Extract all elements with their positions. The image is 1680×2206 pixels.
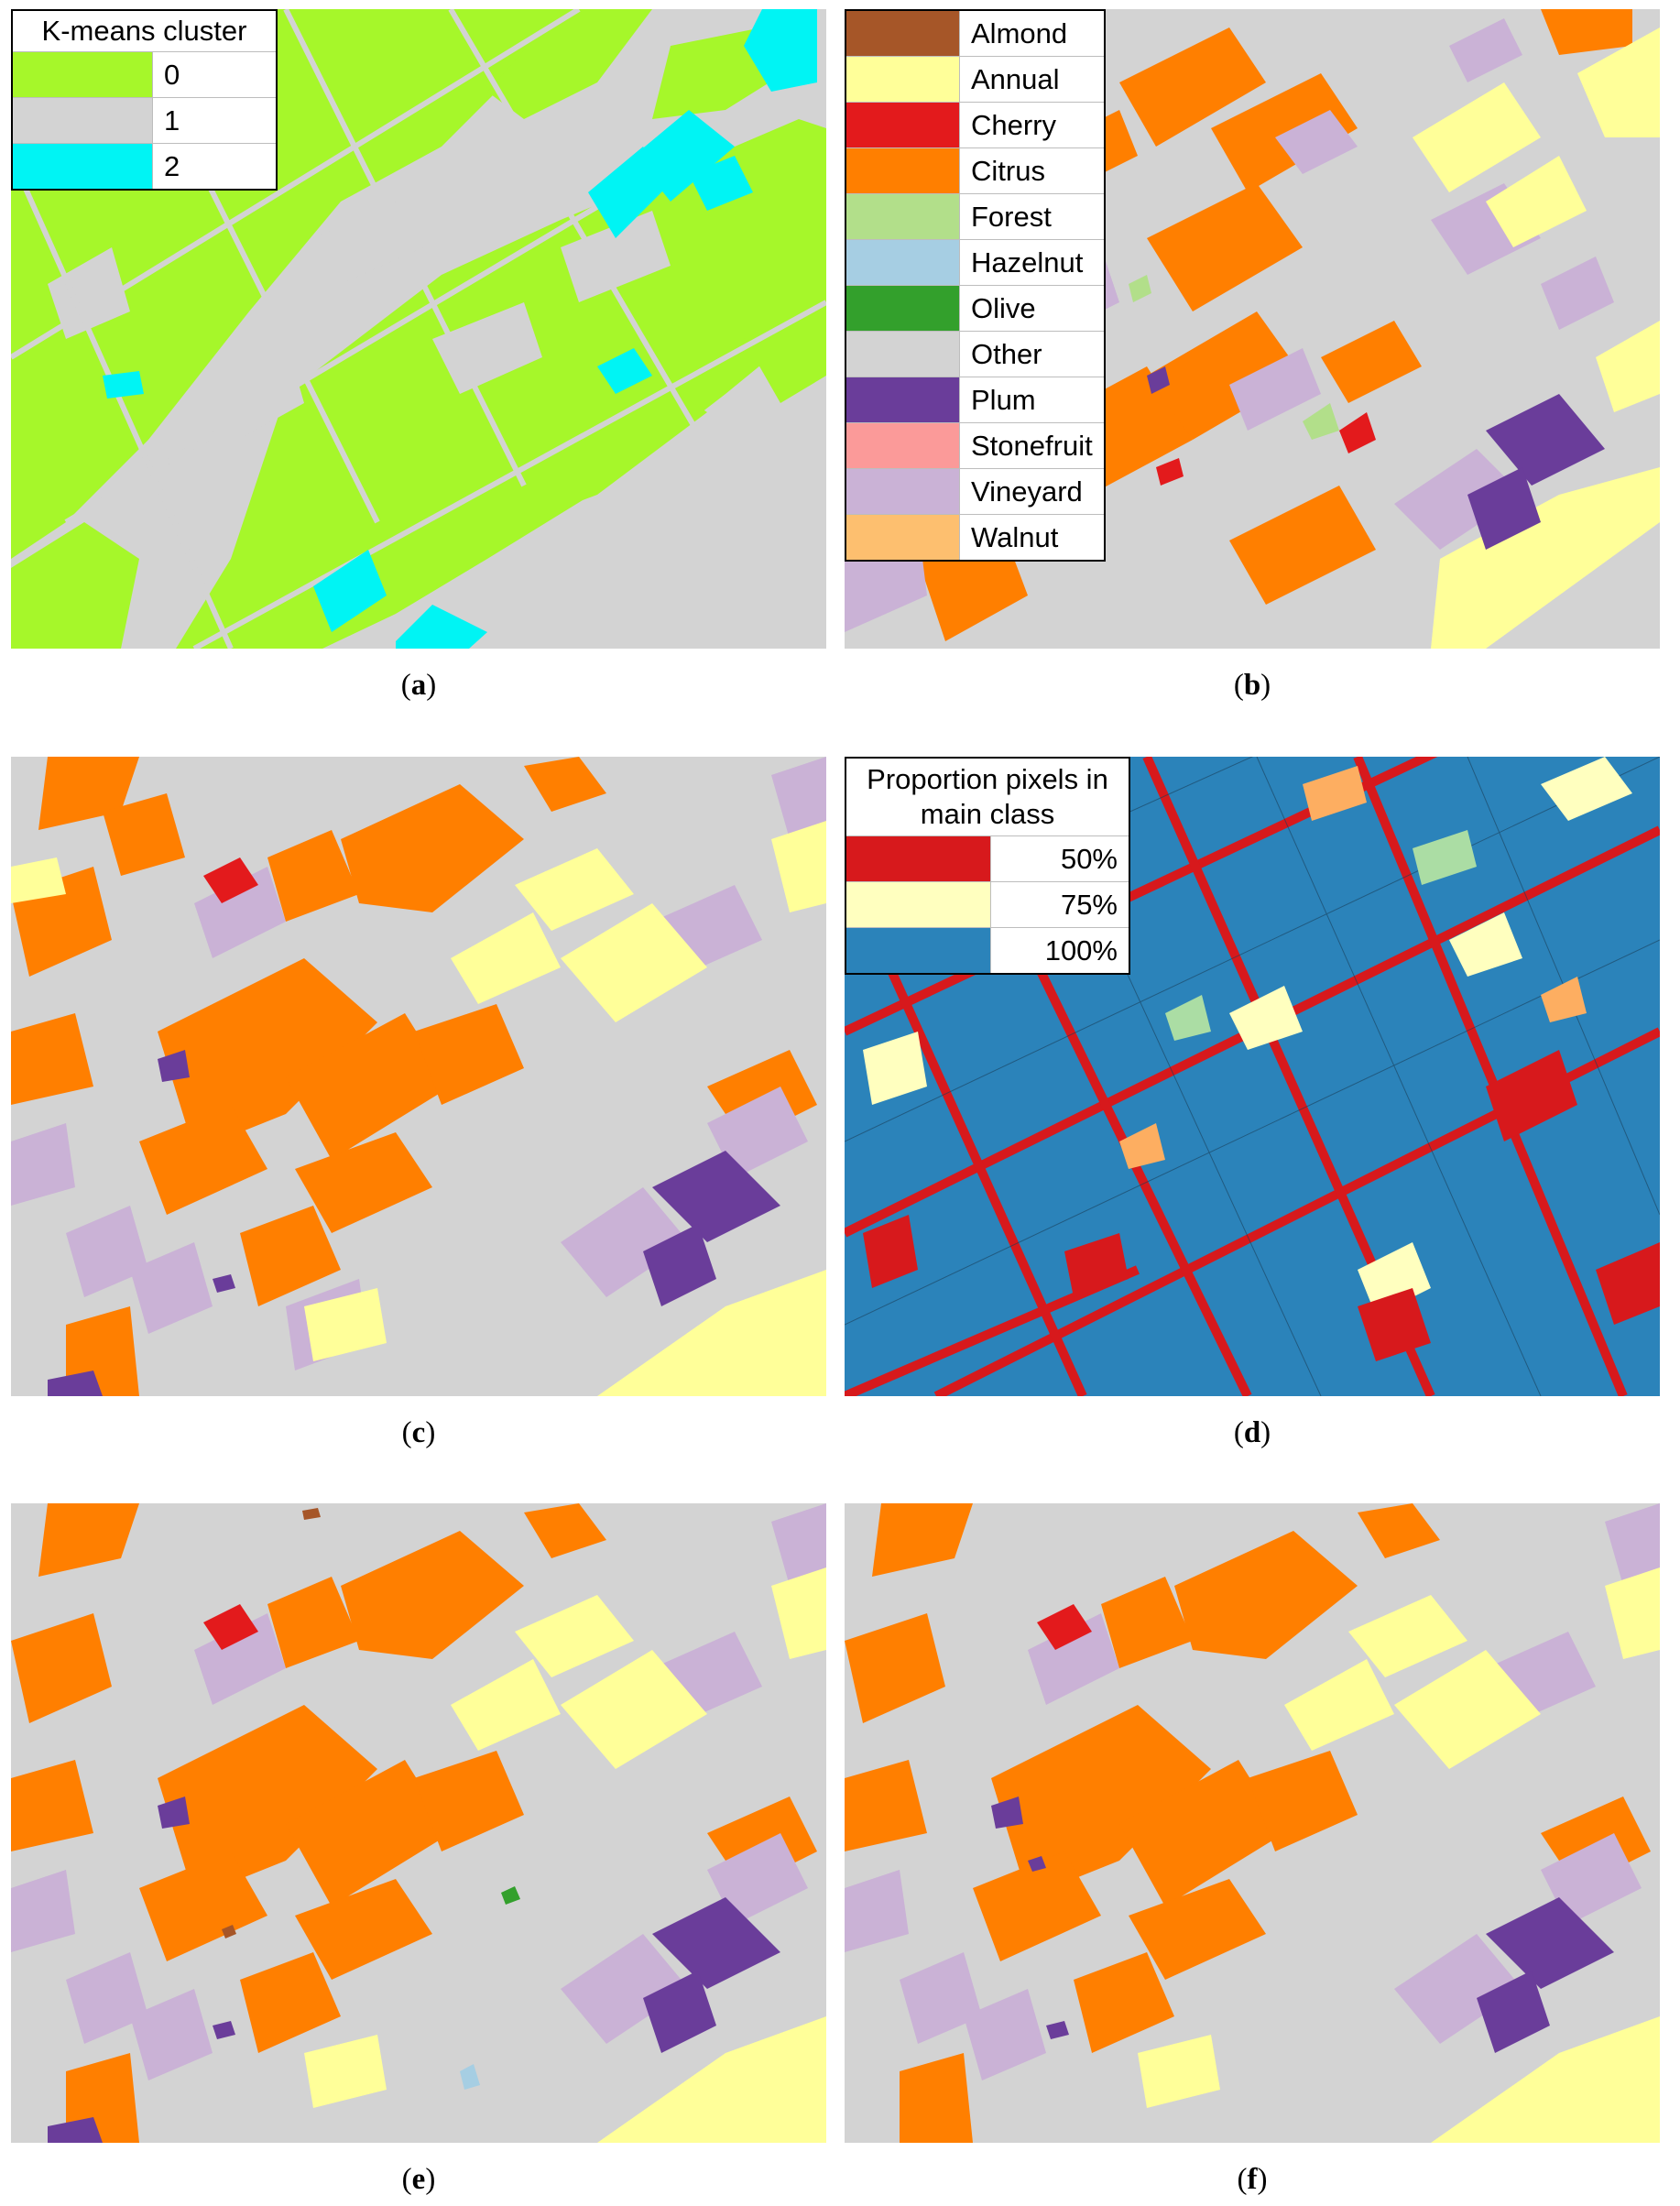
map-panel-b: Almond Annual Cherry Citrus Forest Hazel… (845, 9, 1660, 649)
caption-a: (a) (400, 669, 437, 702)
crop-legend-row: Plum (845, 377, 1106, 423)
kmeans-label-0: 0 (152, 51, 278, 98)
crop-legend-row: Annual (845, 56, 1106, 103)
caption-d: (d) (1233, 1416, 1271, 1449)
crop-type-legend: Almond Annual Cherry Citrus Forest Hazel… (845, 9, 1106, 562)
crop-map-object (11, 1503, 826, 2143)
swatch-walnut (845, 514, 960, 562)
crop-legend-row: Almond (845, 9, 1106, 57)
kmeans-legend: K-means cluster 0 1 2 (11, 9, 278, 191)
label-citrus: Citrus (958, 147, 1106, 194)
swatch-plum (845, 377, 960, 423)
kmeans-legend-row: 2 (11, 143, 278, 191)
crop-legend-row: Stonefruit (845, 422, 1106, 469)
proportion-map (845, 757, 1660, 1396)
crop-legend-row: Other (845, 331, 1106, 377)
swatch-citrus (845, 147, 960, 194)
label-annual: Annual (958, 56, 1106, 103)
proportion-legend-title: Proportion pixels in main class (845, 757, 1130, 836)
swatch-100 (845, 927, 991, 975)
crop-legend-row: Forest (845, 193, 1106, 240)
label-hazelnut: Hazelnut (958, 239, 1106, 286)
map-panel-f (845, 1503, 1660, 2143)
swatch-other (845, 331, 960, 377)
kmeans-label-2: 2 (152, 143, 278, 191)
label-50: 50% (990, 835, 1130, 882)
swatch-hazelnut (845, 239, 960, 286)
swatch-cherry (845, 102, 960, 148)
crop-legend-row: Vineyard (845, 468, 1106, 515)
label-stonefruit: Stonefruit (958, 422, 1106, 469)
crop-legend-row: Cherry (845, 102, 1106, 148)
proportion-legend-row: 75% (845, 881, 1130, 928)
kmeans-label-1: 1 (152, 97, 278, 144)
kmeans-swatch-2 (11, 143, 153, 191)
swatch-vineyard (845, 468, 960, 515)
caption-e: (e) (401, 2163, 436, 2196)
caption-c: (c) (401, 1416, 436, 1449)
crop-map-final (845, 1503, 1660, 2143)
kmeans-legend-title: K-means cluster (11, 9, 278, 52)
label-75: 75% (990, 881, 1130, 928)
map-panel-d: Proportion pixels in main class 50% 75% … (845, 757, 1660, 1396)
swatch-50 (845, 835, 991, 882)
kmeans-swatch-1 (11, 97, 153, 144)
swatch-stonefruit (845, 422, 960, 469)
crop-legend-row: Olive (845, 285, 1106, 332)
swatch-forest (845, 193, 960, 240)
map-panel-c (11, 757, 826, 1396)
caption-f: (f) (1237, 2163, 1268, 2196)
swatch-almond (845, 9, 960, 57)
label-100: 100% (990, 927, 1130, 975)
proportion-legend-row: 50% (845, 835, 1130, 882)
label-forest: Forest (958, 193, 1106, 240)
label-other: Other (958, 331, 1106, 377)
swatch-olive (845, 285, 960, 332)
crop-legend-row: Hazelnut (845, 239, 1106, 286)
crop-map-classified (11, 757, 826, 1396)
map-panel-a: K-means cluster 0 1 2 (11, 9, 826, 649)
kmeans-legend-row: 1 (11, 97, 278, 144)
label-olive: Olive (958, 285, 1106, 332)
proportion-legend-row: 100% (845, 927, 1130, 975)
proportion-legend: Proportion pixels in main class 50% 75% … (845, 757, 1130, 975)
kmeans-legend-row: 0 (11, 51, 278, 98)
label-almond: Almond (958, 9, 1106, 57)
swatch-annual (845, 56, 960, 103)
crop-legend-row: Walnut (845, 514, 1106, 562)
label-plum: Plum (958, 377, 1106, 423)
label-vineyard: Vineyard (958, 468, 1106, 515)
kmeans-swatch-0 (11, 51, 153, 98)
label-cherry: Cherry (958, 102, 1106, 148)
swatch-75 (845, 881, 991, 928)
map-panel-e (11, 1503, 826, 2143)
label-walnut: Walnut (958, 514, 1106, 562)
crop-map-raw (845, 9, 1660, 649)
caption-b: (b) (1233, 669, 1271, 702)
crop-legend-row: Citrus (845, 147, 1106, 194)
